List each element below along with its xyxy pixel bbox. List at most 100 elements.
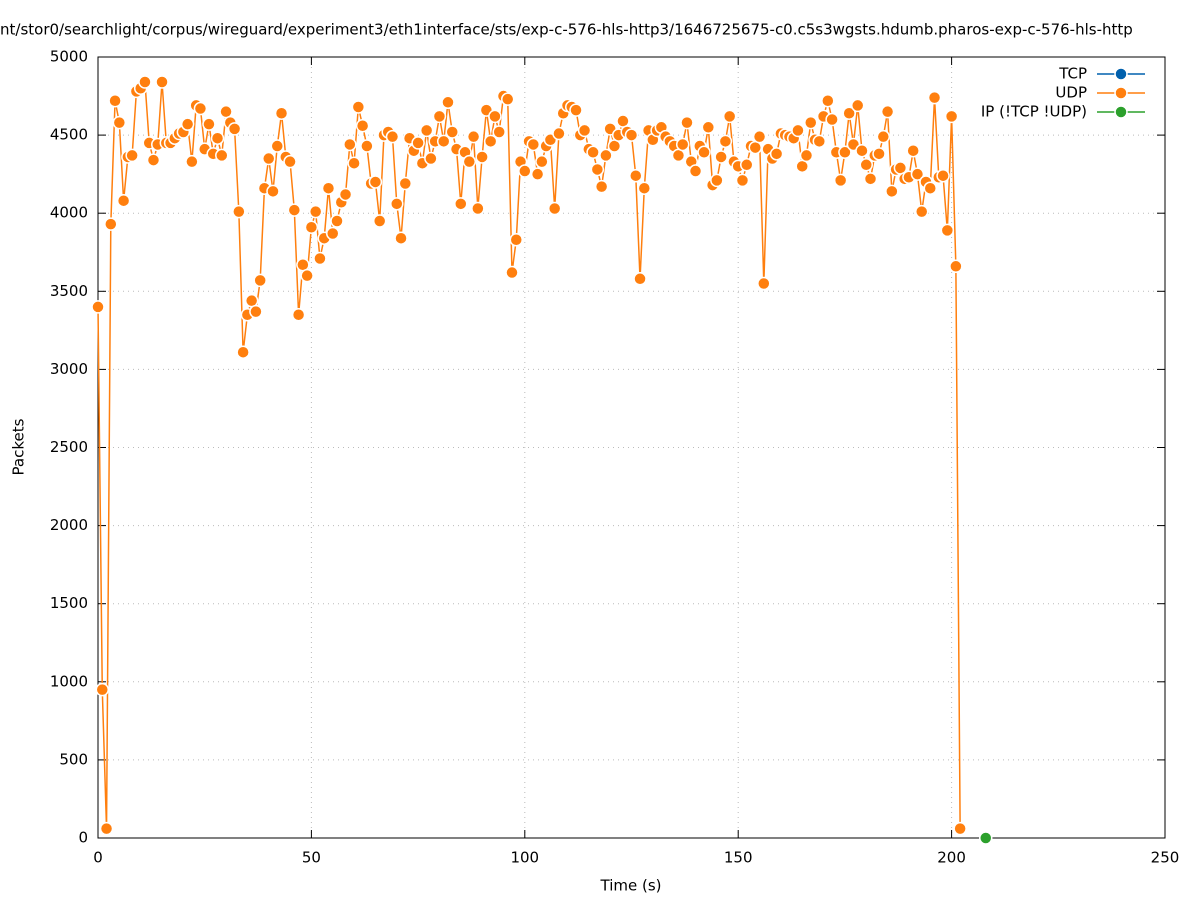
data-point <box>125 148 139 163</box>
data-point <box>688 164 703 178</box>
data-point <box>812 134 827 149</box>
data-point <box>880 104 895 119</box>
data-point <box>270 139 285 153</box>
data-point <box>385 129 400 144</box>
data-point <box>202 117 216 131</box>
x-tick-label: 250 <box>1151 849 1180 867</box>
data-point <box>138 75 152 89</box>
data-point <box>500 92 515 106</box>
data-point <box>791 123 805 138</box>
y-tick-label: 2500 <box>50 438 88 456</box>
data-point <box>927 90 942 105</box>
data-point <box>287 203 302 217</box>
series-line <box>97 79 961 829</box>
legend-marker <box>1114 67 1128 81</box>
data-point <box>833 173 848 188</box>
x-axis-label: Time (s) <box>600 877 662 895</box>
data-point <box>321 181 336 195</box>
data-point <box>910 167 925 181</box>
data-point <box>266 184 280 199</box>
data-point <box>769 147 784 161</box>
data-point <box>936 168 950 183</box>
x-tick-label: 150 <box>724 849 753 867</box>
data-point <box>949 259 963 274</box>
data-point <box>505 265 519 280</box>
data-point <box>91 300 105 314</box>
data-point <box>923 181 938 195</box>
legend-marker <box>1114 86 1128 100</box>
data-point <box>462 154 477 169</box>
data-point <box>850 98 865 113</box>
x-tick-label: 200 <box>937 849 966 867</box>
data-point <box>445 125 459 139</box>
data-point <box>735 173 750 188</box>
data-point <box>552 126 566 141</box>
data-point <box>325 226 340 241</box>
data-point <box>360 139 374 153</box>
data-point <box>95 682 110 697</box>
y-tick-label: 3000 <box>50 360 88 378</box>
data-point <box>253 273 267 288</box>
data-point <box>594 179 609 194</box>
data-point <box>872 147 886 161</box>
data-point <box>722 109 737 124</box>
x-tick-label: 0 <box>93 849 103 867</box>
y-tick-label: 500 <box>59 750 88 768</box>
x-tick-label: 50 <box>302 849 321 867</box>
legend-label: TCP <box>1058 65 1087 83</box>
data-point <box>821 93 835 108</box>
data-point <box>492 125 506 139</box>
chart-title: nt/stor0/searchlight/corpus/wireguard/ex… <box>0 21 1133 39</box>
data-point <box>274 106 289 120</box>
data-point <box>906 143 920 158</box>
y-axis-label: Packets <box>10 418 28 475</box>
data-point <box>313 251 327 266</box>
data-point <box>236 345 250 359</box>
data-point <box>842 106 856 120</box>
legend-label: UDP <box>1055 84 1087 102</box>
data-point <box>526 137 541 152</box>
y-tick-label: 0 <box>78 829 88 847</box>
data-point <box>488 109 502 124</box>
data-point <box>509 233 524 247</box>
data-point <box>330 214 344 228</box>
data-point <box>718 134 733 149</box>
data-point <box>308 204 323 219</box>
data-point <box>475 150 489 164</box>
y-tick-label: 4500 <box>50 126 88 144</box>
data-point <box>885 184 899 199</box>
data-point <box>116 193 131 208</box>
data-point <box>629 168 643 183</box>
data-point <box>249 304 263 319</box>
data-point <box>547 201 562 216</box>
data-point <box>394 231 408 245</box>
data-point <box>914 204 929 219</box>
data-point <box>390 197 404 211</box>
data-point <box>441 95 455 110</box>
data-point <box>535 154 549 169</box>
data-point <box>530 167 545 181</box>
data-point <box>799 148 814 163</box>
y-tick-label: 4000 <box>50 204 88 222</box>
y-tick-label: 1000 <box>50 672 88 690</box>
data-point <box>343 137 357 152</box>
data-point <box>338 187 353 202</box>
data-point <box>739 158 754 172</box>
data-point <box>261 151 276 166</box>
data-point <box>710 173 724 188</box>
data-point <box>355 118 370 133</box>
data-point <box>599 148 613 163</box>
data-point <box>637 181 652 195</box>
data-point <box>825 112 839 127</box>
data-point <box>454 197 468 211</box>
data-point <box>185 154 199 169</box>
legend-label: IP (!TCP !UDP) <box>981 103 1087 121</box>
data-point <box>146 153 161 167</box>
data-point <box>680 115 694 130</box>
y-tick-label: 1500 <box>50 594 88 612</box>
data-point <box>483 134 498 149</box>
data-point <box>155 75 169 89</box>
data-point <box>876 129 891 144</box>
